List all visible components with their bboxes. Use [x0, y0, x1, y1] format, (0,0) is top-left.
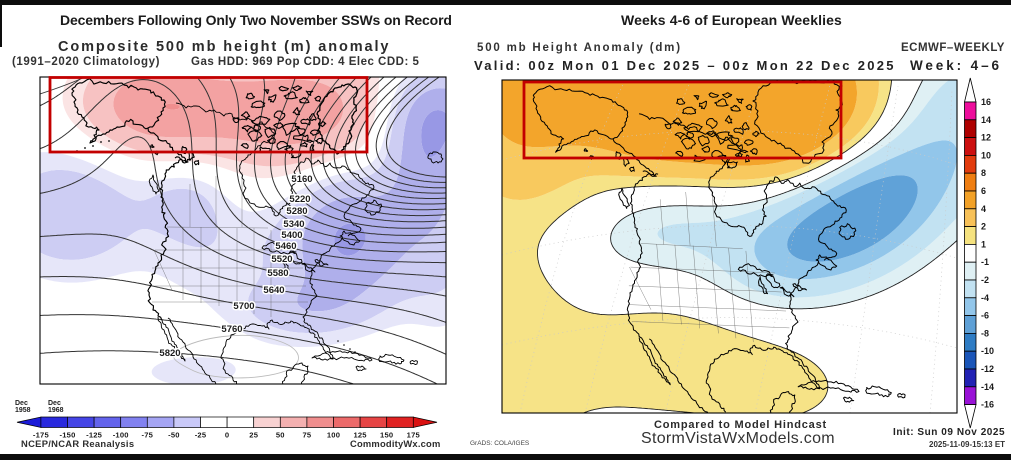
svg-text:-12: -12 — [981, 364, 994, 374]
svg-text:5820: 5820 — [159, 348, 180, 359]
svg-text:-150: -150 — [60, 431, 76, 440]
svg-text:0: 0 — [225, 431, 229, 440]
svg-text:1: 1 — [981, 239, 986, 249]
svg-text:25: 25 — [249, 431, 258, 440]
svg-text:-16: -16 — [981, 400, 994, 410]
svg-text:-25: -25 — [195, 431, 207, 440]
svg-text:5760: 5760 — [221, 324, 242, 335]
svg-text:4: 4 — [981, 204, 986, 214]
svg-text:5340: 5340 — [283, 219, 304, 230]
svg-text:-2: -2 — [981, 275, 989, 285]
svg-text:150: 150 — [380, 431, 393, 440]
svg-text:5160: 5160 — [291, 174, 312, 185]
svg-text:-10: -10 — [981, 346, 994, 356]
svg-text:-125: -125 — [86, 431, 103, 440]
svg-text:-175: -175 — [33, 431, 50, 440]
svg-text:6: 6 — [981, 186, 986, 196]
svg-text:14: 14 — [981, 115, 991, 125]
svg-text:75: 75 — [302, 431, 311, 440]
svg-text:50: 50 — [276, 431, 285, 440]
svg-text:5280: 5280 — [286, 206, 307, 217]
svg-text:-14: -14 — [981, 382, 994, 392]
svg-text:-8: -8 — [981, 328, 989, 338]
svg-text:2: 2 — [981, 222, 986, 232]
svg-text:175: 175 — [407, 431, 421, 440]
svg-text:10: 10 — [981, 150, 991, 160]
svg-text:5700: 5700 — [233, 301, 254, 312]
svg-text:125: 125 — [353, 431, 367, 440]
svg-text:-50: -50 — [168, 431, 180, 440]
svg-text:5580: 5580 — [267, 268, 288, 279]
svg-text:-1: -1 — [981, 257, 989, 267]
svg-text:8: 8 — [981, 168, 986, 178]
svg-text:-4: -4 — [981, 293, 989, 303]
svg-text:5400: 5400 — [281, 230, 302, 241]
svg-text:-75: -75 — [142, 431, 154, 440]
svg-text:5520: 5520 — [271, 254, 292, 265]
svg-text:5460: 5460 — [275, 241, 296, 252]
svg-text:-100: -100 — [113, 431, 129, 440]
svg-text:100: 100 — [327, 431, 340, 440]
svg-text:16: 16 — [981, 97, 991, 107]
svg-text:12: 12 — [981, 133, 991, 143]
svg-text:5640: 5640 — [263, 285, 284, 296]
svg-text:-6: -6 — [981, 311, 989, 321]
svg-text:5220: 5220 — [289, 194, 310, 205]
